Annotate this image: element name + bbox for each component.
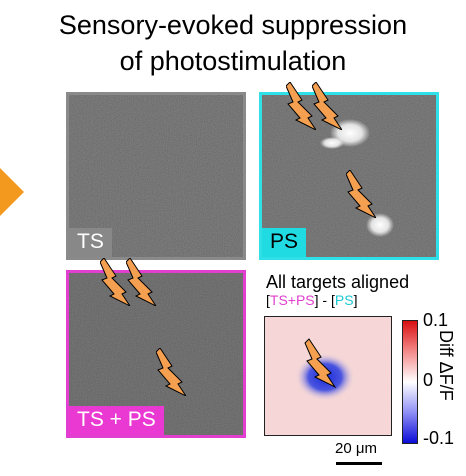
lightning-bolt-icon — [126, 258, 156, 306]
ts-label: TS — [69, 228, 112, 257]
colorbar-mid: 0 — [423, 370, 434, 390]
figure-title-line1: Sensory-evoked suppression — [58, 10, 408, 40]
ts-ps-label: TS + PS — [69, 406, 164, 435]
minus-bracket: ] - [ — [314, 292, 335, 308]
aligned-title: All targets aligned — [266, 272, 410, 292]
lightning-bolt-icon — [346, 170, 376, 218]
arrow-right-icon — [0, 168, 24, 216]
lightning-bolt-icon — [304, 338, 337, 389]
bracket-open: [ — [266, 292, 270, 308]
lightning-bolt-icon — [312, 82, 342, 130]
lightning-bolt-icon — [156, 348, 186, 396]
figure-title-line2: of photostimulation — [119, 46, 347, 76]
lightning-bolt-icon — [286, 82, 316, 130]
scalebar-label: 20 μm — [335, 440, 377, 457]
lightning-bolt-icon — [100, 258, 130, 306]
photostim-spots — [320, 119, 394, 237]
colorbar-label: Diff ΔF/F — [436, 330, 456, 401]
heatmap-image — [265, 317, 391, 435]
tsps-label-inline: TS+PS — [269, 292, 315, 308]
scalebar — [336, 462, 382, 465]
ts-panel: TS — [66, 92, 246, 260]
colorbar-min: -0.1 — [423, 428, 455, 448]
bracket-close: ] — [353, 292, 358, 308]
ps-label: PS — [262, 228, 307, 257]
colorbar — [402, 320, 418, 444]
difference-heatmap — [264, 316, 392, 436]
ts-ps-panel: TS + PS — [66, 270, 246, 438]
ps-label-inline: PS — [334, 292, 354, 308]
aligned-subtitle: [TS+PS] - [PS] — [266, 292, 357, 308]
colorbar-max: 0.1 — [423, 310, 449, 330]
